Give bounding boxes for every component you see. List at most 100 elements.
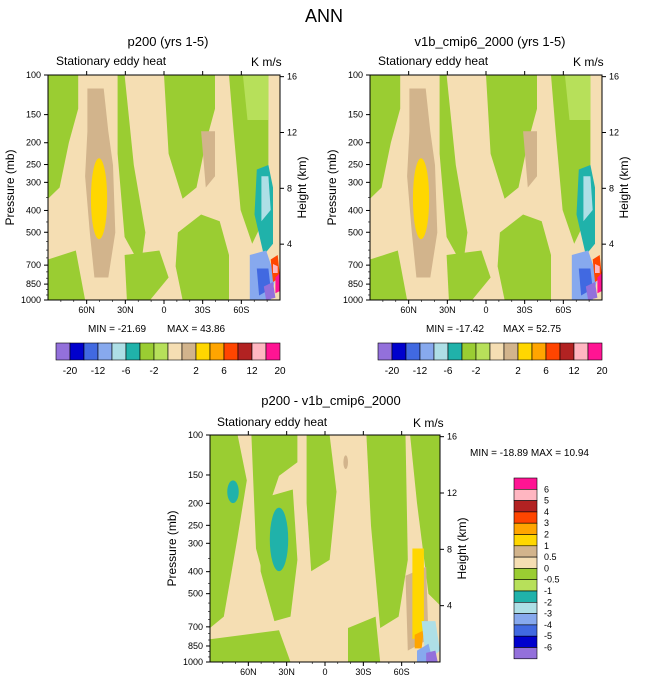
contour-teal	[269, 507, 289, 572]
colorbar-swatch	[209, 342, 225, 361]
colorbar-swatch	[111, 342, 127, 361]
colorbar-swatch	[513, 647, 538, 660]
pressure-tick-label: 500	[348, 227, 363, 237]
pressure-tick-label: 250	[188, 520, 203, 530]
colorbar-label: -2	[150, 366, 159, 377]
colorbar-swatch	[153, 342, 169, 361]
contour-pink	[273, 264, 278, 273]
contour-lightgreen	[564, 75, 591, 120]
colorbar-label: -2	[472, 366, 481, 377]
y-axis-label-right: Height (km)	[455, 517, 469, 579]
height-tick-label: 16	[287, 72, 297, 82]
colorbar-swatch	[433, 342, 449, 361]
y-axis-label: Pressure (mb)	[165, 510, 179, 586]
y-axis-label-right: Height (km)	[295, 156, 309, 218]
colorbar-label: 4	[544, 507, 549, 517]
colorbar-label: -2	[544, 597, 552, 607]
colorbar-swatch	[513, 624, 538, 637]
colorbar-label: 5	[544, 496, 549, 506]
contour-gold	[412, 158, 430, 240]
contour-orange	[414, 630, 424, 649]
pressure-tick-label: 850	[348, 279, 363, 289]
units-label: K m/s	[251, 55, 282, 69]
pressure-tick-label: 150	[188, 470, 203, 480]
height-tick-label: 16	[609, 72, 619, 82]
contour-magenta	[275, 273, 280, 294]
height-tick-label: 12	[447, 488, 457, 498]
pressure-tick-label: 850	[188, 641, 203, 651]
latitude-tick-label: 60S	[233, 305, 249, 315]
colorbar-label: 6	[543, 366, 549, 377]
minmax-label: MIN = -18.89 MAX = 10.94	[470, 448, 589, 459]
max-label: MAX = 52.75	[503, 324, 562, 335]
contour-green	[370, 75, 401, 199]
colorbar-swatch	[55, 342, 71, 361]
colorbar-swatch	[125, 342, 141, 361]
height-tick-label: 4	[609, 239, 614, 249]
panel-title: p200 - v1b_cmip6_2000	[261, 393, 401, 408]
colorbar-swatch	[391, 342, 407, 361]
pressure-tick-label: 300	[26, 177, 41, 187]
panel-v1b-cmip6-2000: 100 150 200 250 300 400 500 700 850 1000 16 12 8 4 60N…	[325, 70, 631, 315]
contour-field	[370, 75, 602, 300]
height-tick-label: 12	[287, 127, 297, 137]
colorbar-label: 0	[544, 563, 549, 573]
pressure-tick-label: 1000	[183, 657, 203, 667]
contour-green	[439, 75, 468, 267]
height-tick-label: 16	[447, 432, 457, 442]
latitude-tick-label: 30N	[439, 305, 456, 315]
latitude-tick-label: 60S	[555, 305, 571, 315]
colorbar-swatch	[513, 579, 538, 592]
colorbar-swatch	[513, 511, 538, 524]
panel-title: v1b_cmip6_2000 (yrs 1-5)	[414, 34, 565, 49]
colorbar-swatch	[69, 342, 85, 361]
colorbar-label: 2	[193, 366, 199, 377]
colorbar-label: 6	[544, 484, 549, 494]
contour-green	[210, 435, 247, 628]
colorbar-swatch	[503, 342, 519, 361]
latitude-tick-label: 30N	[278, 667, 295, 677]
pressure-tick-label: 250	[348, 160, 363, 170]
colorbar-swatch	[573, 342, 589, 361]
contour-lightgreen	[242, 75, 269, 120]
colorbar-label: -6	[544, 643, 552, 653]
colorbar-v1b: -20 -12 -6 -2 2 6 12 20	[377, 342, 608, 377]
latitude-tick-label: 0	[161, 305, 166, 315]
colorbar-swatch	[489, 342, 505, 361]
contour-green	[497, 214, 551, 300]
min-label: MIN = -21.69	[88, 324, 147, 335]
contour-field	[210, 435, 440, 662]
colorbar-swatch	[377, 342, 393, 361]
y-axis-label-right: Height (km)	[617, 156, 631, 218]
contour-green	[48, 75, 79, 199]
colorbar-swatch	[251, 342, 267, 361]
height-tick-label: 12	[609, 127, 619, 137]
contour-green	[210, 630, 291, 662]
contour-magenta	[597, 273, 602, 294]
contour-purple	[585, 282, 598, 300]
colorbar-p200: -20 -12 -6 -2 2 6 12 20	[55, 342, 286, 377]
y-axis-label: Pressure (mb)	[325, 149, 339, 225]
contour-purple	[426, 650, 438, 662]
colorbar-label: 2	[544, 530, 549, 540]
colorbar-label: -6	[122, 366, 131, 377]
contour-green	[486, 75, 537, 199]
min-label: MIN = -17.42	[426, 324, 485, 335]
contour-tan	[201, 131, 215, 188]
latitude-tick-label: 30S	[355, 667, 371, 677]
latitude-tick-label: 60N	[400, 305, 417, 315]
colorbar-label: -12	[91, 366, 106, 377]
colorbar-label: 20	[274, 366, 286, 377]
colorbar-swatch	[559, 342, 575, 361]
colorbar-swatch	[475, 342, 491, 361]
max-label: MAX = 43.86	[167, 324, 226, 335]
pressure-tick-label: 500	[188, 589, 203, 599]
height-tick-label: 8	[287, 183, 292, 193]
colorbar-label: -20	[63, 366, 78, 377]
latitude-tick-label: 0	[322, 667, 327, 677]
colorbar-label: -3	[544, 609, 552, 619]
contour-green	[124, 250, 169, 300]
height-tick-label: 8	[447, 544, 452, 554]
colorbar-swatch	[237, 342, 253, 361]
